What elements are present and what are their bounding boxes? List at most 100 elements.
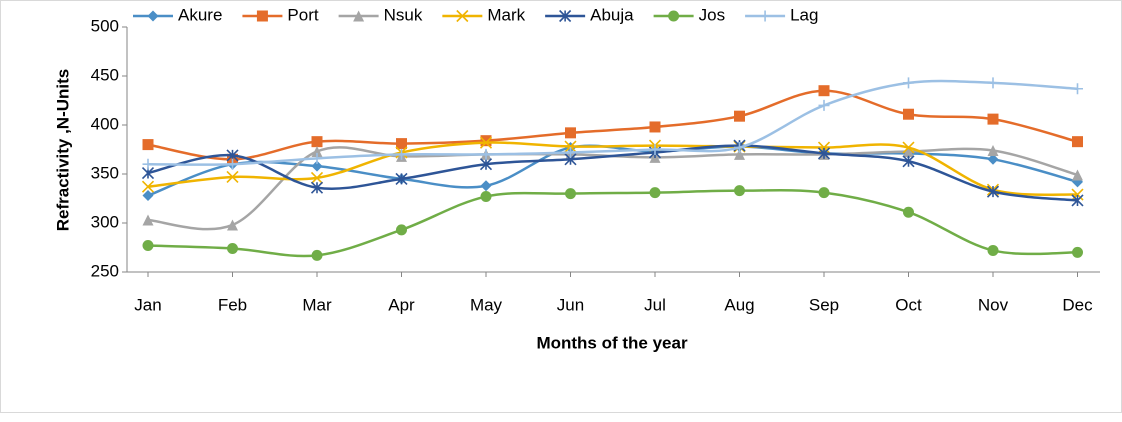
marker bbox=[479, 158, 493, 171]
marker bbox=[986, 185, 1000, 198]
marker bbox=[903, 145, 914, 157]
marker bbox=[987, 144, 999, 156]
legend-label: Mark bbox=[487, 5, 525, 24]
x-tick-label: Nov bbox=[978, 295, 1009, 314]
marker bbox=[480, 148, 492, 160]
y-tick-label: 250 bbox=[91, 261, 119, 280]
marker bbox=[480, 180, 492, 192]
legend-label: Port bbox=[287, 5, 318, 24]
legend-item: Jos bbox=[653, 5, 725, 24]
marker bbox=[903, 108, 914, 120]
marker bbox=[311, 136, 323, 148]
line bbox=[147, 141, 1078, 197]
marker bbox=[903, 77, 914, 89]
line bbox=[147, 89, 1078, 161]
marker bbox=[668, 10, 680, 22]
marker bbox=[396, 224, 407, 236]
marker bbox=[142, 214, 154, 226]
line bbox=[147, 189, 1078, 258]
marker bbox=[649, 121, 661, 133]
marker bbox=[311, 249, 323, 261]
marker bbox=[818, 187, 830, 199]
marker bbox=[987, 244, 999, 256]
x-tick-label: Jul bbox=[644, 295, 666, 314]
marker bbox=[479, 136, 493, 149]
marker bbox=[311, 145, 323, 157]
marker bbox=[142, 240, 154, 252]
marker bbox=[564, 140, 577, 153]
marker bbox=[227, 242, 238, 254]
x-tick-label: Oct bbox=[895, 295, 922, 314]
marker bbox=[141, 180, 155, 193]
y-tick-label: 400 bbox=[91, 114, 119, 133]
marker bbox=[1072, 169, 1083, 181]
marker bbox=[565, 188, 576, 200]
x-tick-label: Apr bbox=[388, 295, 415, 314]
marker bbox=[987, 153, 999, 165]
marker bbox=[310, 181, 324, 194]
y-tick-label: 350 bbox=[91, 163, 119, 182]
legend-item: Mark bbox=[442, 5, 526, 24]
marker bbox=[142, 190, 154, 202]
x-tick-label: Aug bbox=[724, 295, 754, 314]
legend-item: Nsuk bbox=[338, 5, 423, 24]
marker bbox=[142, 139, 154, 151]
marker bbox=[565, 127, 576, 139]
series bbox=[142, 185, 1083, 261]
x-tick-label: Mar bbox=[302, 295, 332, 314]
marker bbox=[310, 171, 324, 184]
marker bbox=[818, 99, 830, 111]
marker bbox=[987, 77, 999, 89]
marker bbox=[396, 148, 407, 160]
marker bbox=[734, 185, 745, 197]
x-tick-label: Jan bbox=[134, 295, 161, 314]
marker bbox=[902, 141, 915, 154]
marker bbox=[818, 85, 830, 97]
marker bbox=[147, 10, 159, 22]
x-axis-title: Months of the year bbox=[536, 333, 688, 352]
legend-item: Lag bbox=[745, 5, 818, 24]
marker bbox=[311, 152, 323, 164]
legend-item: Akure bbox=[133, 5, 222, 24]
marker bbox=[902, 155, 915, 168]
y-tick-label: 450 bbox=[91, 65, 119, 84]
legend-label: Lag bbox=[790, 5, 818, 24]
legend-label: Akure bbox=[178, 5, 222, 24]
chart-frame bbox=[0, 0, 1122, 413]
marker bbox=[226, 170, 239, 184]
y-tick-label: 500 bbox=[91, 16, 119, 35]
marker bbox=[227, 219, 238, 231]
marker bbox=[1072, 246, 1083, 258]
marker bbox=[480, 191, 492, 203]
marker bbox=[565, 146, 576, 158]
marker bbox=[142, 158, 154, 170]
x-tick-label: Dec bbox=[1062, 295, 1093, 314]
series bbox=[141, 139, 1084, 207]
marker bbox=[817, 147, 831, 160]
marker bbox=[395, 172, 408, 185]
marker bbox=[734, 142, 745, 154]
marker bbox=[1071, 194, 1084, 207]
marker bbox=[1071, 188, 1084, 201]
x-tick-label: Sep bbox=[809, 295, 839, 314]
marker bbox=[734, 110, 745, 122]
legend-label: Abuja bbox=[590, 5, 634, 24]
marker bbox=[903, 206, 914, 218]
series bbox=[142, 77, 1083, 170]
marker bbox=[353, 10, 365, 22]
marker bbox=[1072, 136, 1083, 148]
marker bbox=[456, 9, 469, 23]
y-tick-label: 300 bbox=[91, 212, 119, 231]
legend-item: Port bbox=[242, 5, 319, 24]
marker bbox=[559, 9, 572, 23]
y-axis-title: Refractivity ,N-Units bbox=[53, 69, 72, 231]
marker bbox=[734, 148, 745, 160]
x-tick-label: Jun bbox=[557, 295, 584, 314]
marker bbox=[227, 158, 238, 170]
x-tick-label: Feb bbox=[218, 295, 247, 314]
marker bbox=[759, 10, 771, 22]
legend-item: Abuja bbox=[545, 5, 634, 24]
marker bbox=[1072, 83, 1083, 95]
marker bbox=[649, 187, 661, 199]
